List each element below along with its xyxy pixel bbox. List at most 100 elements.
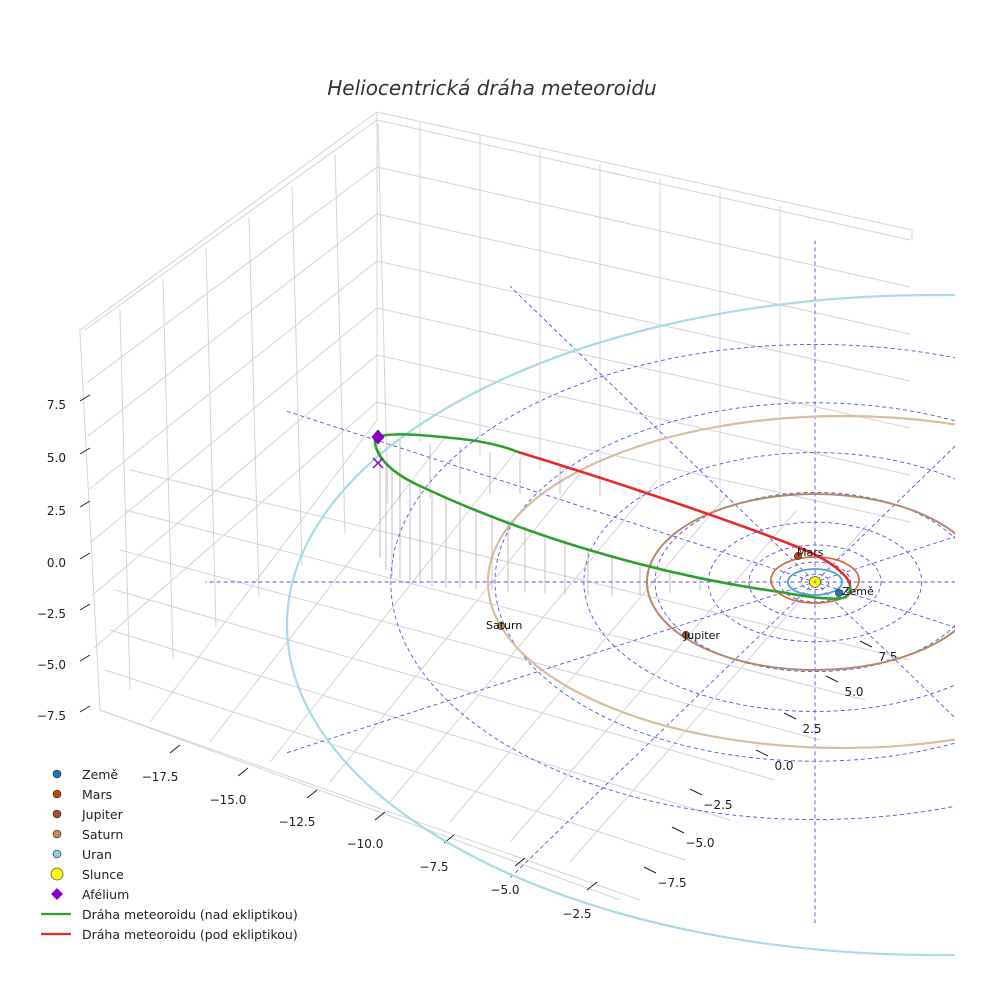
legend-item: Jupiter bbox=[52, 807, 124, 822]
y-tick-label: 5.0 bbox=[844, 685, 863, 699]
z-tick-mark bbox=[79, 654, 91, 662]
meteoroid-orbit-above-ecliptic bbox=[373, 437, 844, 600]
orbit-Saturn bbox=[487, 414, 955, 750]
box-grid-line bbox=[92, 354, 911, 596]
x-tick-mark bbox=[306, 789, 318, 799]
floor-grid-line bbox=[119, 549, 821, 741]
x-tick-mark bbox=[586, 881, 598, 891]
meteoroid-orbit-below-ecliptic bbox=[517, 450, 852, 586]
planet-label: Jupiter bbox=[683, 629, 720, 642]
y-tick-mark bbox=[783, 712, 797, 720]
legend-item: Dráha meteoroidu (pod ekliptikou) bbox=[41, 927, 298, 942]
markers: Země Mars Jupiter Saturn bbox=[371, 429, 874, 642]
z-tick-label: −7.5 bbox=[37, 709, 66, 723]
z-tick-mark bbox=[79, 705, 91, 713]
legend-item: Slunce bbox=[50, 867, 124, 882]
floor-grid-line bbox=[124, 509, 866, 701]
orbit-Jupiter bbox=[646, 493, 955, 671]
legend-item: Afélium bbox=[51, 887, 129, 902]
y-tick-label: 0.0 bbox=[774, 759, 793, 773]
x-tick-label: −12.5 bbox=[279, 815, 316, 829]
legend-label: Jupiter bbox=[81, 807, 124, 822]
planet-marker-Mars bbox=[794, 552, 802, 560]
floor-grid-line bbox=[509, 509, 798, 843]
polar-grid-spoke bbox=[509, 445, 955, 878]
z-tick-label: 0.0 bbox=[47, 556, 66, 570]
floor-grid-line bbox=[329, 464, 588, 783]
box-grid-line bbox=[86, 166, 911, 384]
floor-grid-line bbox=[269, 449, 518, 763]
axis-ticks: 7.5 5.0 2.5 0.0 −2.5 −5.0 −7.5 −17.5 −15.0 −12.5 −… bbox=[37, 394, 898, 921]
z-tick-label: −5.0 bbox=[37, 658, 66, 672]
legend-dot bbox=[52, 849, 62, 859]
legend-label: Dráha meteoroidu (pod ekliptikou) bbox=[82, 927, 298, 942]
meteoroid-orbit-above-ecliptic-inner bbox=[842, 584, 852, 600]
box-grid-line bbox=[90, 307, 911, 543]
planet-label: Země bbox=[842, 585, 874, 598]
polar-grid-ring bbox=[654, 491, 955, 673]
floor-grid-line bbox=[209, 434, 448, 743]
y-tick-label: −7.5 bbox=[657, 876, 686, 890]
polar-grid-ring bbox=[390, 344, 955, 820]
x-tick-mark bbox=[237, 767, 249, 777]
legend-item: Mars bbox=[52, 787, 112, 802]
z-tick-mark bbox=[79, 394, 91, 402]
polar-grid-spoke bbox=[509, 286, 955, 719]
y-tick-mark bbox=[859, 640, 873, 648]
box-grid-line bbox=[334, 154, 346, 536]
z-tick-mark bbox=[79, 552, 91, 560]
box-grid-line bbox=[93, 401, 911, 649]
planet-marker-Saturn bbox=[497, 622, 505, 630]
box-grid-line bbox=[377, 123, 389, 505]
y-tick-mark bbox=[689, 788, 703, 796]
y-tick-mark bbox=[825, 675, 839, 683]
meteoroid-orbit-above-ecliptic-top bbox=[374, 433, 519, 454]
z-tick-label: 7.5 bbox=[47, 398, 66, 412]
legend-diamond bbox=[51, 888, 63, 900]
x-tick-label: −2.5 bbox=[562, 907, 591, 921]
aphelion-projection-marker bbox=[372, 457, 384, 469]
z-tick-mark bbox=[79, 500, 91, 508]
floor-grid-line bbox=[109, 629, 731, 821]
z-tick-label: −2.5 bbox=[37, 607, 66, 621]
x-tick-label: −17.5 bbox=[142, 770, 179, 784]
legend-dot bbox=[52, 769, 62, 779]
orbit-Uran bbox=[286, 293, 955, 957]
y-tick-label: −2.5 bbox=[703, 798, 732, 812]
orbit-Země bbox=[787, 568, 843, 596]
planet-marker-Země bbox=[835, 589, 843, 597]
legend-item: Dráha meteoroidu (nad ekliptikou) bbox=[41, 907, 298, 922]
z-tick-label: 2.5 bbox=[47, 504, 66, 518]
legend-label: Saturn bbox=[82, 827, 123, 842]
floor-grid-line bbox=[129, 469, 911, 661]
box-grid-line bbox=[119, 309, 131, 691]
floor-grid-line bbox=[449, 494, 728, 823]
legend-label: Uran bbox=[82, 847, 112, 862]
floor-grid-line bbox=[104, 669, 686, 861]
box-grid-line bbox=[87, 213, 911, 437]
legend-label: Země bbox=[82, 767, 118, 782]
aphelion-marker bbox=[371, 429, 385, 445]
x-tick-label: −7.5 bbox=[419, 860, 448, 874]
y-tick-label: −5.0 bbox=[685, 836, 714, 850]
legend-label: Slunce bbox=[82, 867, 124, 882]
x-tick-label: −15.0 bbox=[210, 793, 247, 807]
planet-label: Saturn bbox=[486, 619, 522, 632]
y-tick-label: 2.5 bbox=[802, 722, 821, 736]
floor-grid-line bbox=[99, 709, 641, 901]
chart-title: Heliocentrická dráha meteoroidu bbox=[327, 76, 657, 100]
box-grid-line bbox=[84, 119, 911, 331]
legend-item: Země bbox=[52, 767, 118, 782]
planet-marker-Jupiter bbox=[682, 631, 690, 639]
box-grid-line bbox=[248, 216, 260, 598]
legend-item: Uran bbox=[52, 847, 112, 862]
x-tick-label: −5.0 bbox=[490, 883, 519, 897]
z-tick-mark bbox=[79, 603, 91, 611]
meteoroid-orbit bbox=[373, 433, 852, 600]
y-tick-mark bbox=[671, 826, 685, 834]
x-tick-label: −10.0 bbox=[347, 837, 384, 851]
axes-box-grid bbox=[79, 111, 913, 901]
legend-label: Afélium bbox=[82, 887, 129, 902]
legend-dot bbox=[52, 789, 62, 799]
